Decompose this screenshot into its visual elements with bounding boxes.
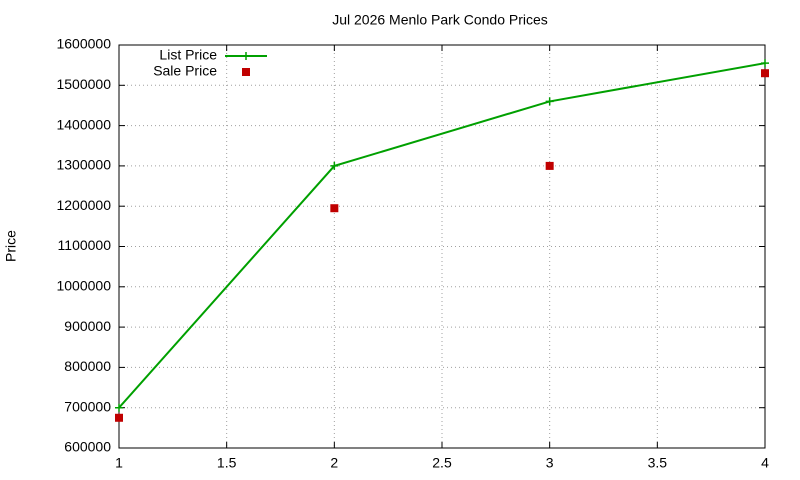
- legend-label: List Price: [159, 47, 217, 63]
- x-tick-label: 4: [761, 455, 769, 471]
- x-tick-label: 1: [115, 455, 123, 471]
- point-marker: [115, 403, 123, 412]
- plot-border: [118, 44, 766, 449]
- x-tick-label: 1.5: [217, 455, 237, 471]
- y-tick-label: 1000000: [56, 278, 111, 294]
- y-tick-label: 1300000: [56, 157, 111, 173]
- point-marker: [115, 413, 123, 422]
- x-tick-label: 3: [546, 455, 554, 471]
- y-tick-label: 700000: [64, 398, 111, 414]
- point-marker: [761, 69, 769, 78]
- y-axis-label: Price: [3, 230, 19, 262]
- y-tick-label: 1500000: [56, 76, 111, 92]
- y-tick-label: 1200000: [56, 197, 111, 213]
- point-marker: [761, 59, 769, 68]
- chart-title: Jul 2026 Menlo Park Condo Prices: [332, 12, 548, 28]
- y-tick-label: 900000: [64, 318, 111, 334]
- point-marker: [545, 161, 554, 170]
- point-marker: [545, 97, 554, 106]
- point-marker: [330, 204, 339, 213]
- y-tick-label: 800000: [64, 358, 111, 374]
- x-tick-label: 2.5: [432, 455, 452, 471]
- legend-label: Sale Price: [153, 63, 217, 79]
- point-marker: [330, 161, 339, 170]
- x-tick-label: 2: [330, 455, 338, 471]
- series-line: [118, 62, 766, 409]
- x-tick-label: 3.5: [648, 455, 668, 471]
- legend-marker: [242, 68, 250, 76]
- y-tick-label: 600000: [64, 439, 111, 455]
- legend-marker: [242, 52, 250, 60]
- y-tick-label: 1600000: [56, 36, 111, 52]
- y-tick-label: 1100000: [58, 237, 112, 253]
- y-tick-label: 1400000: [56, 116, 111, 132]
